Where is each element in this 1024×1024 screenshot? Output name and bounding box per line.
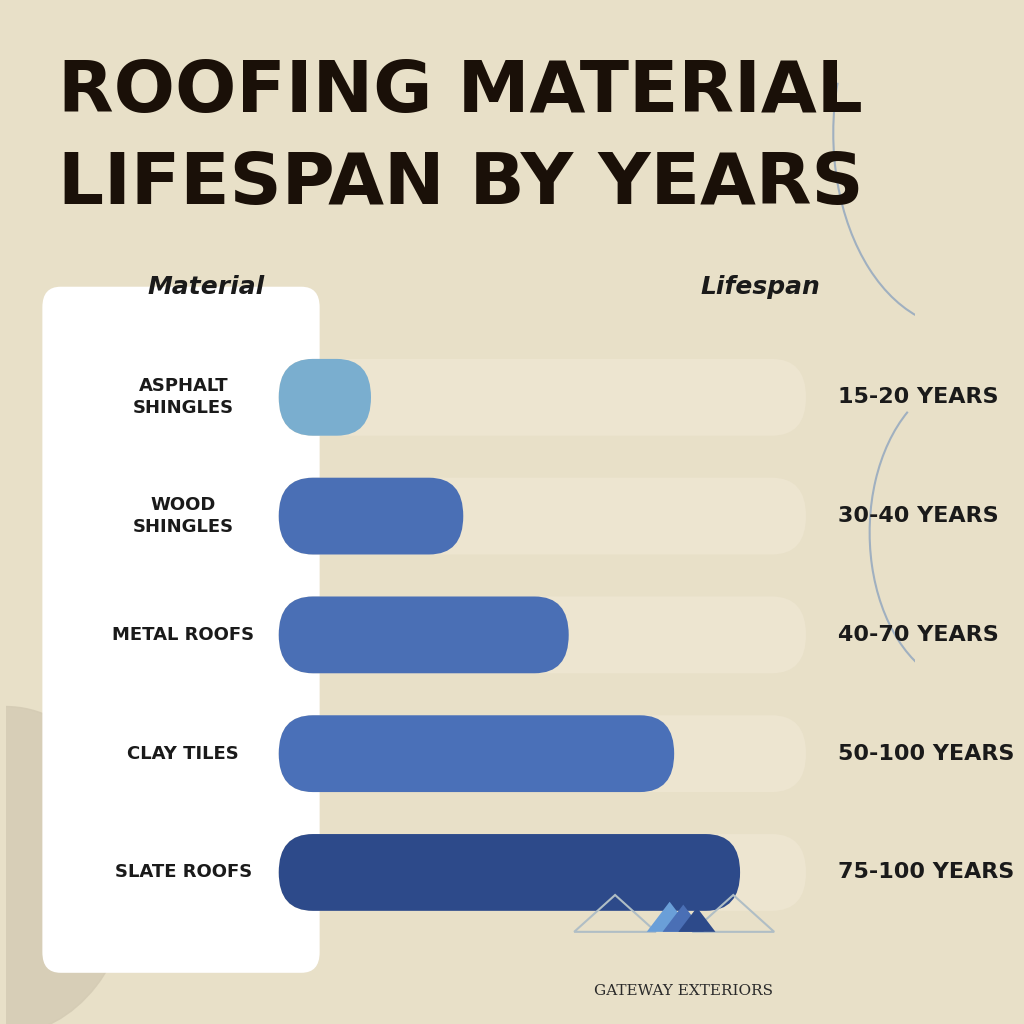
Text: GATEWAY EXTERIORS: GATEWAY EXTERIORS	[594, 984, 773, 998]
Text: SLATE ROOFS: SLATE ROOFS	[115, 863, 252, 882]
Polygon shape	[678, 907, 716, 932]
FancyBboxPatch shape	[279, 359, 806, 436]
Text: Material: Material	[147, 274, 264, 299]
Polygon shape	[647, 902, 692, 932]
FancyBboxPatch shape	[279, 477, 463, 555]
Text: LIFESPAN BY YEARS: LIFESPAN BY YEARS	[57, 150, 863, 219]
Text: 15-20 YEARS: 15-20 YEARS	[838, 387, 998, 408]
Ellipse shape	[0, 707, 133, 1024]
Text: 30-40 YEARS: 30-40 YEARS	[838, 506, 998, 526]
Text: 75-100 YEARS: 75-100 YEARS	[838, 862, 1014, 883]
Text: WOOD
SHINGLES: WOOD SHINGLES	[133, 496, 233, 537]
Polygon shape	[663, 904, 703, 932]
FancyBboxPatch shape	[279, 835, 740, 911]
FancyBboxPatch shape	[279, 835, 806, 911]
FancyBboxPatch shape	[279, 477, 806, 555]
FancyBboxPatch shape	[279, 596, 568, 674]
Text: 40-70 YEARS: 40-70 YEARS	[838, 625, 998, 645]
Text: ASPHALT
SHINGLES: ASPHALT SHINGLES	[133, 377, 233, 418]
FancyBboxPatch shape	[42, 287, 319, 973]
Text: 50-100 YEARS: 50-100 YEARS	[838, 743, 1014, 764]
Text: Lifespan: Lifespan	[700, 274, 820, 299]
FancyBboxPatch shape	[279, 716, 806, 793]
FancyBboxPatch shape	[279, 359, 371, 436]
FancyBboxPatch shape	[279, 716, 674, 793]
Text: CLAY TILES: CLAY TILES	[127, 744, 240, 763]
FancyBboxPatch shape	[279, 596, 806, 674]
Text: METAL ROOFS: METAL ROOFS	[113, 626, 254, 644]
Text: ROOFING MATERIAL: ROOFING MATERIAL	[58, 57, 863, 127]
